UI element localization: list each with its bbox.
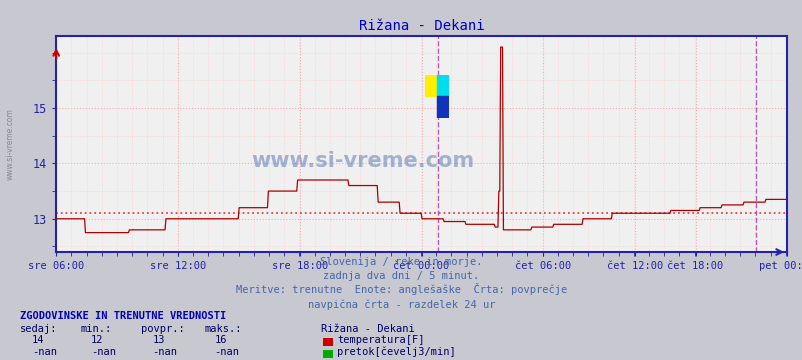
Bar <box>437 75 449 96</box>
Text: Meritve: trenutne  Enote: anglešaške  Črta: povprečje: Meritve: trenutne Enote: anglešaške Črta… <box>236 283 566 296</box>
Text: maks.:: maks.: <box>205 324 242 334</box>
Text: Rižana - Dekani: Rižana - Dekani <box>321 324 415 334</box>
Text: sedaj:: sedaj: <box>20 324 58 334</box>
Bar <box>425 75 437 96</box>
Text: www.si-vreme.com: www.si-vreme.com <box>6 108 15 180</box>
Text: pretok[čevelj3/min]: pretok[čevelj3/min] <box>337 346 456 357</box>
Text: temperatura[F]: temperatura[F] <box>337 336 424 346</box>
Text: zadnja dva dni / 5 minut.: zadnja dva dni / 5 minut. <box>323 271 479 281</box>
Text: www.si-vreme.com: www.si-vreme.com <box>251 151 474 171</box>
Text: -nan: -nan <box>32 347 57 357</box>
Text: -nan: -nan <box>214 347 239 357</box>
Text: 14: 14 <box>32 336 45 346</box>
Text: navpična črta - razdelek 24 ur: navpična črta - razdelek 24 ur <box>307 299 495 310</box>
Text: -nan: -nan <box>152 347 177 357</box>
Text: Slovenija / reke in morje.: Slovenija / reke in morje. <box>320 257 482 267</box>
Text: min.:: min.: <box>80 324 111 334</box>
Text: 12: 12 <box>91 336 103 346</box>
Text: povpr.:: povpr.: <box>140 324 184 334</box>
Bar <box>437 96 449 118</box>
Text: ZGODOVINSKE IN TRENUTNE VREDNOSTI: ZGODOVINSKE IN TRENUTNE VREDNOSTI <box>20 311 226 321</box>
Text: 13: 13 <box>152 336 165 346</box>
Text: -nan: -nan <box>91 347 115 357</box>
Text: 16: 16 <box>214 336 227 346</box>
Title: Rižana - Dekani: Rižana - Dekani <box>358 19 484 33</box>
